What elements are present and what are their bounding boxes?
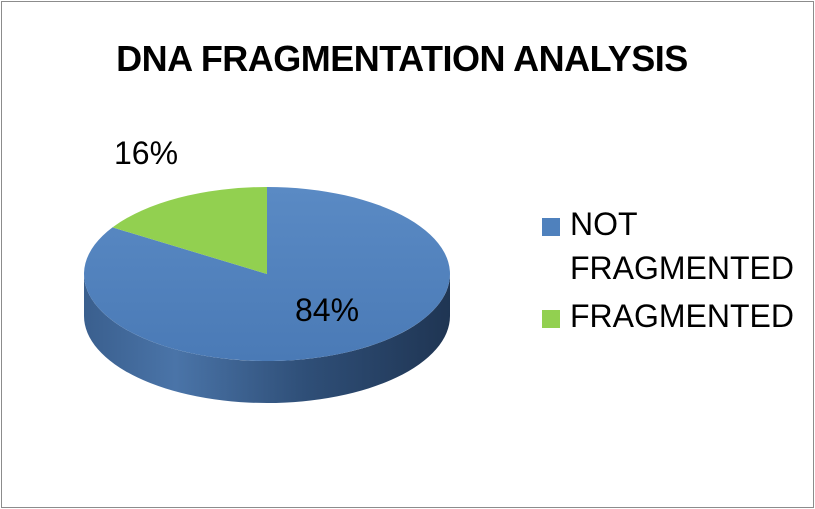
data-label-fragmented: 16% xyxy=(114,135,179,171)
data-label-not-fragmented: 84% xyxy=(295,292,360,328)
legend-label-fragmented: FRAGMENTED xyxy=(570,298,794,334)
chart-title: DNA FRAGMENTATION ANALYSIS xyxy=(116,38,688,79)
pie-slice-not-fragmented xyxy=(84,186,451,362)
pie-slice-fragmented xyxy=(112,187,267,274)
legend-swatch-not-fragmented xyxy=(542,218,560,236)
legend-label-not-fragmented: NOT FRAGMENTED xyxy=(570,206,794,286)
pie-side-not-fragmented xyxy=(84,274,450,403)
legend-swatch-fragmented xyxy=(542,310,560,328)
